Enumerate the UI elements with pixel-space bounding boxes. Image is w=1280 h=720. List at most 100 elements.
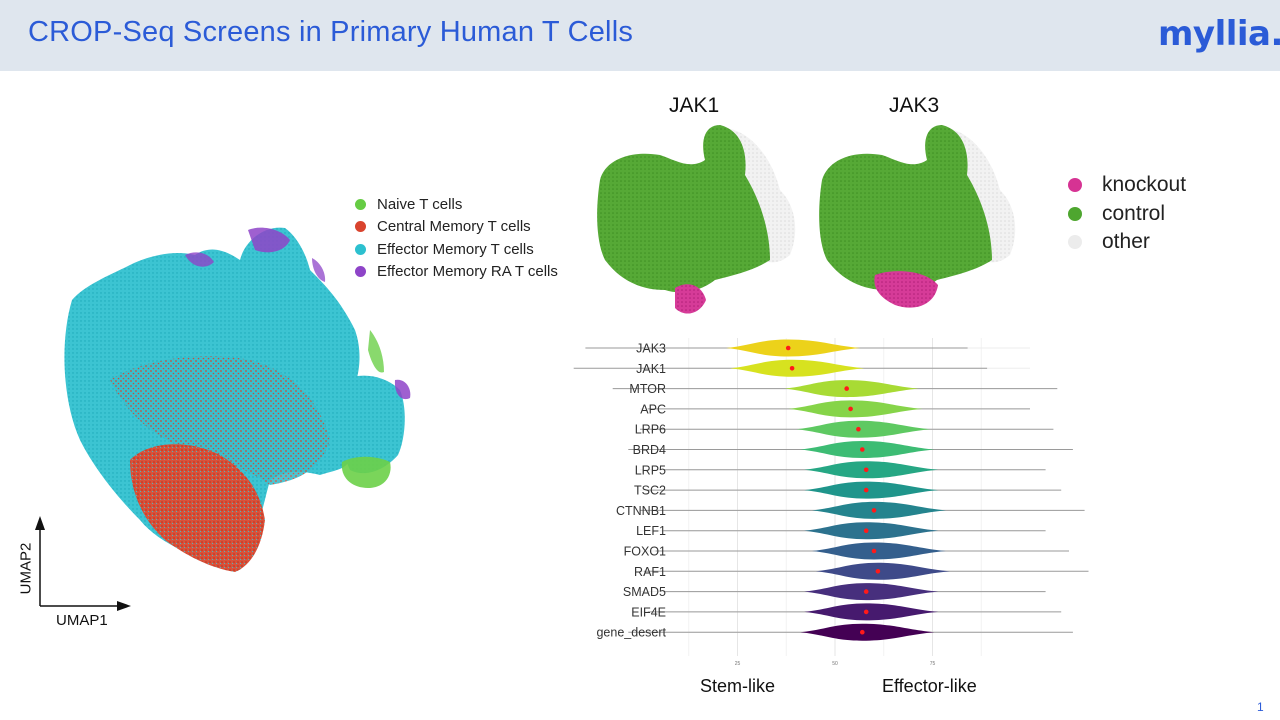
legend-item-knockout: knockout bbox=[1068, 171, 1186, 200]
umap-naive-strand bbox=[368, 330, 384, 373]
legend-item-other: other bbox=[1068, 228, 1186, 257]
median-dot-JAK1 bbox=[789, 366, 795, 371]
violin-SMAD5 bbox=[804, 583, 939, 601]
violin-x-tick: 50 bbox=[832, 661, 838, 667]
violin-plot: JAK3 JAK1 MTOR APC LRP6 BRD4 LRP5 TSC2 CTNNB1 LEF… bbox=[573, 338, 1089, 667]
legend-dot-naive bbox=[355, 198, 366, 210]
violin-category-label: BRD4 bbox=[633, 443, 666, 457]
violin-category-label: EIF4E bbox=[631, 605, 666, 619]
violin-JAK1 bbox=[730, 359, 865, 377]
umap-central-memory-region bbox=[130, 444, 265, 572]
violin-MTOR bbox=[784, 380, 919, 398]
violin-category-label: CTNNB1 bbox=[616, 504, 666, 518]
violin-category-label: LRP6 bbox=[635, 423, 666, 437]
median-dot-FOXO1 bbox=[871, 548, 877, 554]
legend-label-control: control bbox=[1102, 201, 1166, 225]
legend-dot-control bbox=[1068, 206, 1082, 221]
knockout-legend: knockout control other bbox=[1068, 171, 1186, 257]
violin-FOXO1 bbox=[812, 542, 946, 560]
slide-title: CROP-Seq Screens in Primary Human T Cell… bbox=[28, 16, 634, 48]
violin-x-tick: 25 bbox=[735, 661, 741, 667]
median-dot-BRD4 bbox=[860, 447, 865, 452]
violin-category-label: SMAD5 bbox=[623, 585, 666, 599]
median-dot-EIF4E bbox=[863, 609, 869, 615]
median-dot-LEF1 bbox=[863, 528, 869, 533]
violin-category-label: JAK3 bbox=[636, 342, 666, 356]
violin-LEF1 bbox=[804, 522, 939, 540]
jak1-panel-title: JAK1 bbox=[669, 94, 720, 117]
median-dot-SMAD5 bbox=[863, 589, 869, 594]
legend-label-other: other bbox=[1102, 230, 1150, 254]
umap-emra-top bbox=[248, 227, 290, 253]
umap-emra-left bbox=[185, 252, 214, 267]
legend-item-naive: Naive T cells bbox=[355, 193, 558, 216]
median-dot-APC bbox=[848, 406, 853, 412]
legend-label-central-memory: Central Memory T cells bbox=[377, 218, 531, 236]
median-dot-LRP5 bbox=[863, 467, 869, 473]
violin-RAF1 bbox=[815, 562, 950, 580]
median-dot-LRP6 bbox=[856, 426, 861, 432]
violin-CTNNB1 bbox=[812, 501, 946, 519]
violin-category-label: JAK1 bbox=[636, 362, 666, 376]
legend-dot-effector-memory bbox=[355, 243, 366, 255]
violin-APC bbox=[788, 400, 923, 418]
violin-category-label: LRP5 bbox=[635, 463, 666, 477]
jak1-umap-panel bbox=[597, 125, 796, 314]
median-dot-CTNNB1 bbox=[871, 508, 877, 513]
legend-label-knockout: knockout bbox=[1102, 173, 1187, 197]
violin-category-label: APC bbox=[640, 402, 666, 416]
violin-EIF4E bbox=[804, 603, 939, 621]
violin-TSC2 bbox=[804, 481, 939, 499]
violin-category-label: RAF1 bbox=[634, 565, 666, 579]
legend-label-effector-memory: Effector Memory T cells bbox=[377, 240, 534, 258]
violin-BRD4 bbox=[800, 441, 935, 458]
stem-like-label: Stem-like bbox=[700, 676, 776, 696]
umap-right-lobe bbox=[340, 375, 405, 474]
violin-gene_desert bbox=[800, 623, 935, 641]
jak3-panel-title: JAK3 bbox=[889, 94, 940, 117]
umap-mixed-region bbox=[110, 356, 330, 485]
median-dot-MTOR bbox=[844, 386, 849, 391]
legend-item-effector-memory: Effector Memory T cells bbox=[355, 238, 558, 261]
legend-dot-other bbox=[1068, 235, 1082, 250]
violin-category-label: gene_desert bbox=[596, 626, 666, 640]
umap-x-label: UMAP1 bbox=[56, 612, 108, 629]
violin-category-label: MTOR bbox=[629, 382, 666, 396]
median-dot-RAF1 bbox=[875, 569, 881, 574]
violin-JAK3 bbox=[726, 339, 861, 357]
legend-item-control: control bbox=[1068, 200, 1186, 229]
umap-plot bbox=[64, 227, 411, 572]
violin-x-tick: 75 bbox=[930, 661, 936, 667]
violin-category-label: LEF1 bbox=[636, 524, 666, 538]
jak3-umap-panel bbox=[819, 125, 1016, 308]
violin-category-label: FOXO1 bbox=[624, 545, 666, 559]
umap-legend: Naive T cells Central Memory T cells Eff… bbox=[355, 193, 558, 283]
violin-category-label: TSC2 bbox=[634, 484, 666, 498]
effector-like-label: Effector-like bbox=[882, 676, 977, 696]
umap-emra-strand bbox=[312, 258, 326, 282]
legend-label-naive: Naive T cells bbox=[377, 195, 463, 213]
violin-LRP5 bbox=[804, 461, 939, 479]
median-dot-TSC2 bbox=[863, 487, 869, 493]
umap-axes bbox=[35, 516, 131, 611]
legend-item-central-memory: Central Memory T cells bbox=[355, 216, 558, 239]
legend-dot-emra bbox=[355, 266, 366, 278]
legend-dot-central-memory bbox=[355, 221, 366, 233]
legend-dot-knockout bbox=[1068, 178, 1082, 193]
median-dot-JAK3 bbox=[785, 345, 791, 351]
umap-naive-region bbox=[341, 456, 391, 488]
jak1-control-cells bbox=[597, 125, 770, 293]
title-bar bbox=[0, 0, 1280, 71]
page-number: 1 bbox=[1257, 700, 1264, 714]
legend-item-emra: Effector Memory RA T cells bbox=[355, 261, 558, 284]
jak3-knockout-cells bbox=[874, 271, 938, 308]
umap-emra-right bbox=[394, 379, 411, 400]
legend-label-emra: Effector Memory RA T cells bbox=[377, 263, 558, 281]
umap-y-label: UMAP2 bbox=[17, 542, 35, 595]
jak1-knockout-cells bbox=[675, 284, 706, 314]
median-dot-gene_desert bbox=[860, 629, 865, 635]
violin-LRP6 bbox=[796, 420, 931, 438]
jak3-control-cells bbox=[819, 125, 992, 293]
myllia-logo: myllia. bbox=[1158, 14, 1280, 54]
